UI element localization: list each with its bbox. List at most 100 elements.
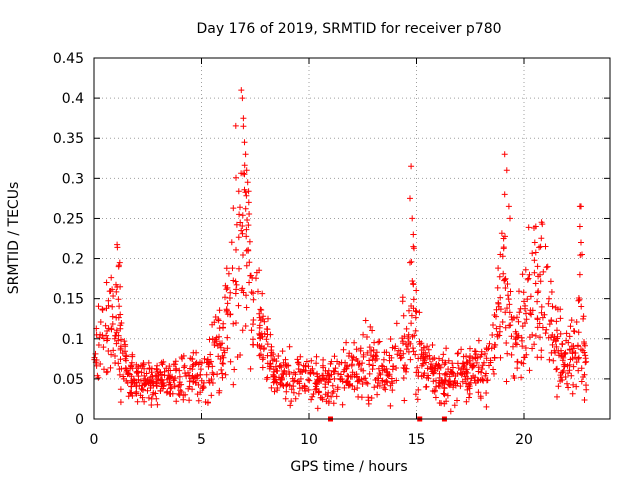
data-point [510,343,516,350]
data-point [195,397,202,404]
data-point [507,322,514,329]
data-point [380,356,387,363]
data-point [209,321,216,328]
data-point [205,377,212,384]
data-point [239,223,246,229]
data-point [441,361,448,368]
data-point [329,382,336,389]
data-point [555,347,562,354]
data-point [472,380,479,386]
data-point [573,383,580,390]
data-point [366,370,373,377]
data-point [576,271,583,278]
data-point [523,316,530,323]
data-point [330,400,337,407]
data-point [436,400,443,406]
data-point [222,371,229,378]
data-point [425,346,432,353]
data-point [539,324,546,331]
y-tick-label: 0.35 [53,131,84,147]
y-tick-label: 0.25 [53,211,84,227]
data-point [201,355,208,362]
data-point [144,387,151,394]
data-point [263,336,270,343]
data-point [445,378,452,385]
data-point [282,395,289,402]
data-point [216,333,222,340]
data-point [565,370,571,377]
data-point [499,319,506,325]
data-point [259,290,266,297]
data-point [118,320,125,326]
data-point [516,288,522,295]
data-point [531,269,538,276]
data-point [414,396,421,403]
data-point [105,302,112,309]
data-point [471,348,478,355]
data-point [423,359,429,366]
data-point [450,364,456,371]
data-point [208,392,215,399]
data-point [578,203,584,210]
data-point [549,341,556,348]
data-point [124,371,131,378]
data-point [363,379,370,386]
data-point [105,348,112,354]
data-point [146,378,152,385]
data-point [94,372,101,379]
data-point [315,388,322,395]
data-point [238,287,245,294]
data-point [113,288,120,295]
data-point [470,362,477,369]
data-point [379,363,386,370]
data-point [566,333,573,340]
data-point [241,171,248,178]
data-point [110,347,117,354]
data-point [526,334,533,341]
data-point [97,319,104,325]
data-point [209,380,216,386]
data-point [125,393,132,400]
data-point [436,370,443,377]
data-point [500,235,507,242]
data-point [246,259,253,266]
data-point [501,276,508,283]
data-point [521,298,527,305]
data-point [360,353,367,360]
data-point [141,398,148,405]
data-point [547,278,554,285]
data-point [157,387,164,394]
data-point [534,289,541,296]
data-point [224,300,231,307]
data-point [243,192,250,199]
data-point [518,374,525,381]
data-point [382,386,389,393]
chart-title: Day 176 of 2019, SRMTID for receiver p78… [196,21,501,37]
data-point [246,238,253,245]
data-point [209,335,216,342]
data-point [338,371,344,378]
data-point [466,394,472,401]
data-point [299,369,306,375]
data-point [463,380,470,387]
data-point [561,351,568,358]
data-point [138,377,144,384]
data-point [277,380,284,387]
data-point [525,275,532,282]
data-point [305,376,312,383]
data-point [123,353,130,360]
data-point [154,401,161,408]
data-point [389,344,396,351]
data-point [187,355,194,362]
data-point [414,364,421,371]
data-point [516,309,523,316]
data-point [532,332,539,339]
data-point [179,355,186,362]
data-point [166,373,173,380]
data-point [418,373,425,380]
data-point [425,375,432,382]
data-point [519,271,526,278]
data-point [385,373,392,379]
data-point [504,305,510,312]
